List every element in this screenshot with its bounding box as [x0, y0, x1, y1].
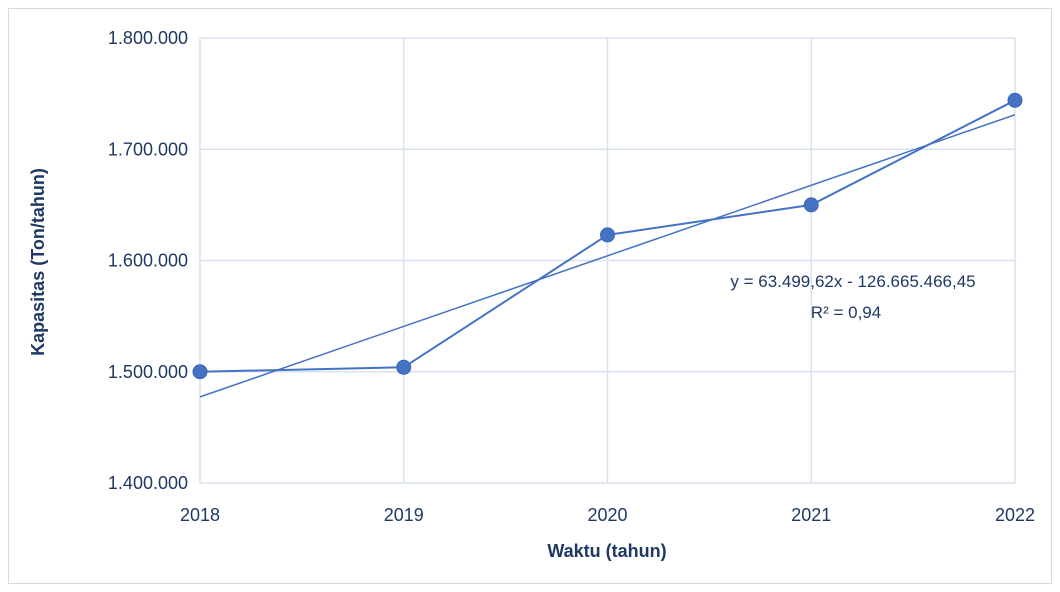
chart-frame	[8, 8, 1052, 584]
x-tick-label: 2020	[587, 505, 627, 525]
tick-labels: 1.400.000 1.500.000 1.600.000 1.700.000 1.80…	[108, 28, 1035, 525]
y-axis-title: Kapasitas (Ton/tahun)	[28, 168, 48, 356]
data-point	[600, 227, 615, 243]
data-point	[803, 197, 819, 213]
data-point	[396, 359, 412, 375]
trendline	[199, 114, 1016, 398]
data-point	[1007, 92, 1023, 108]
x-tick-label: 2018	[180, 505, 220, 525]
data-point	[192, 364, 208, 380]
y-tick-label: 1.700.000	[108, 139, 188, 159]
y-tick-label: 1.800.000	[108, 28, 188, 48]
plot-area	[192, 92, 1023, 398]
x-tick-label: 2019	[384, 505, 424, 525]
y-tick-label: 1.600.000	[108, 251, 188, 271]
y-tick-label: 1.500.000	[108, 362, 188, 382]
grid-lines	[199, 37, 1016, 484]
trendline-equation: y = 63.499,62x - 126.665.466,45	[730, 272, 975, 291]
x-tick-label: 2021	[791, 505, 831, 525]
x-axis-title: Waktu (tahun)	[547, 541, 666, 561]
x-tick-label: 2022	[995, 505, 1035, 525]
y-tick-label: 1.400.000	[108, 473, 188, 493]
trendline-r-squared: R² = 0,94	[811, 303, 881, 322]
